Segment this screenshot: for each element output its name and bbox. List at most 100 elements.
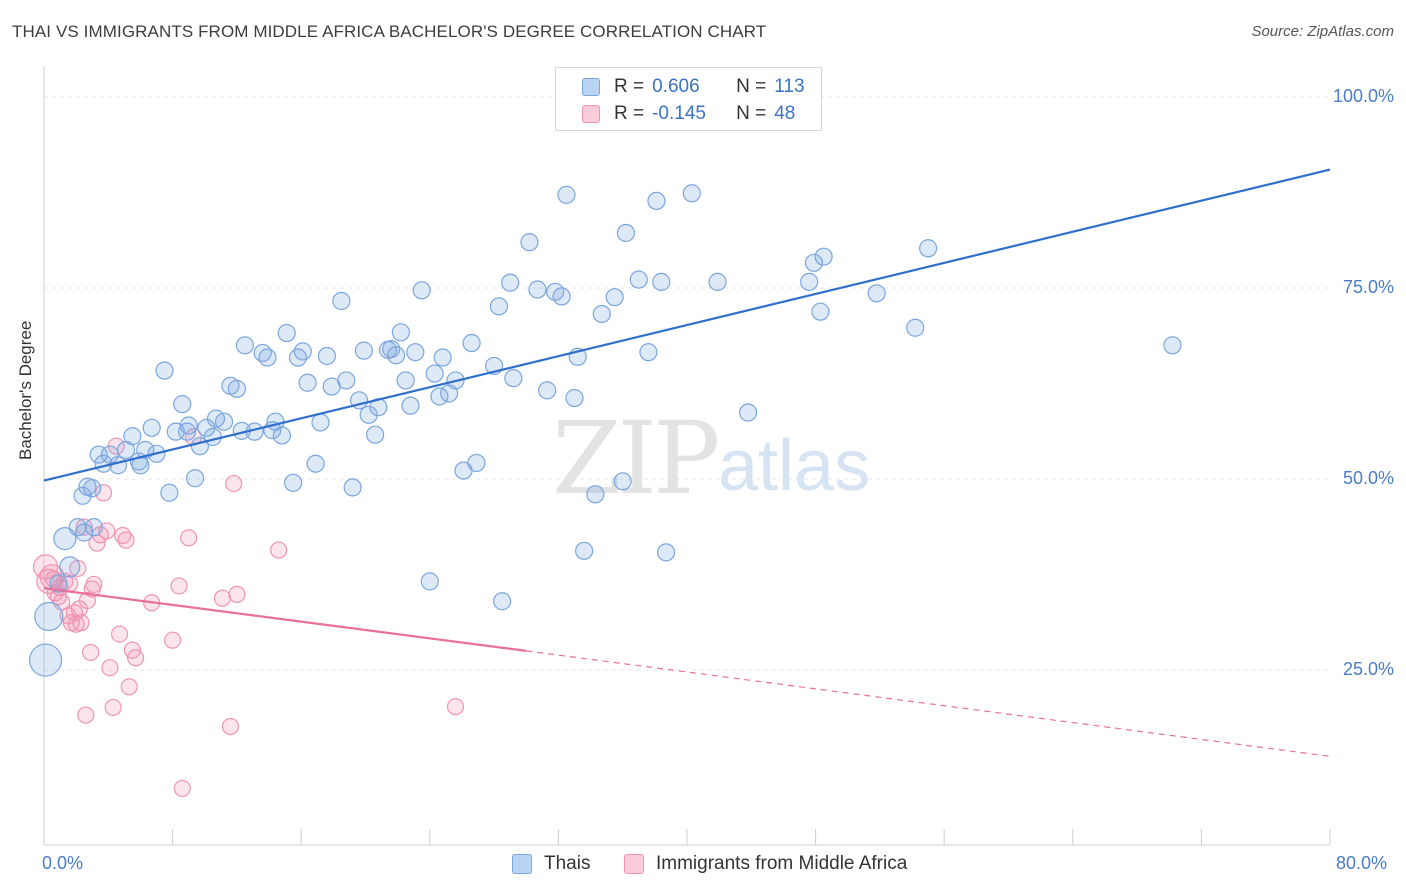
point-immigrants [221,717,240,736]
bottom-legend-swatch-blue [512,854,532,874]
point-thais [814,247,833,266]
point-thais [108,456,128,475]
point-thais [277,323,296,343]
point-immigrants [225,474,243,493]
point-thais [406,343,425,362]
bottom-legend-label: Thais [544,853,591,874]
point-thais [647,191,666,211]
point-thais [214,412,234,431]
y-tick-25: 25.0% [1342,659,1394,679]
point-thais [160,483,179,502]
point-immigrants [114,526,132,545]
point-immigrants [70,600,88,618]
point-immigrants [82,643,100,662]
point-immigrants [75,518,93,536]
point-immigrants [117,531,135,549]
point-thais [177,422,197,441]
point-thais [657,543,676,562]
point-thais [412,281,431,300]
point-thais [49,574,68,593]
trend-line-immigrants-extension [526,650,1331,757]
point-immigrants [446,698,465,716]
point-thais [75,523,94,542]
point-thais [34,601,64,632]
point-thais [386,346,406,365]
point-immigrants [67,615,85,633]
legend-n-label: N = [736,103,767,124]
x-tick-left: 0.0% [42,853,84,873]
trend-line-immigrants [43,587,527,652]
axes [43,66,1331,846]
point-thais [186,469,205,488]
point-thais [317,346,337,366]
legend-n-value: 48 [774,103,796,124]
bottom-legend-swatch-pink [624,854,644,874]
point-immigrants [94,484,113,502]
point-thais [401,396,420,415]
bottom-legend-label: Immigrants from Middle Africa [656,853,908,874]
trend-lines [43,168,1331,757]
point-thais [586,485,605,504]
point-immigrants [180,529,198,547]
point-thais [738,403,758,422]
point-immigrants [120,678,138,696]
legend-r-label: R = [614,76,645,97]
bottom-legend-immigrants: Immigrants from Middle Africa [624,851,907,877]
point-thais [616,223,636,243]
point-thais [538,381,557,400]
point-thais [425,364,444,383]
point-thais [682,184,701,203]
point-immigrants [123,641,142,659]
point-thais [179,416,198,435]
x-tick-right: 80.0% [1336,853,1388,873]
point-thais [504,369,523,388]
point-thais [391,323,410,342]
y-tick-75: 75.0% [1342,277,1394,297]
watermark-atlas: atlas [718,426,871,506]
series-thais-points [29,184,1182,677]
point-thais [804,253,824,272]
point-thais [84,518,103,537]
point-thais [605,288,624,307]
legend-row-thais: R = 0.606 N = 113 [556,73,805,101]
point-immigrants [270,541,288,559]
point-thais [123,427,142,446]
point-thais [906,318,925,337]
point-thais [73,486,92,505]
point-thais [366,425,385,444]
point-thais [396,371,415,390]
watermark-zip: ZIP [552,400,720,517]
point-thais [354,341,373,360]
point-thais [197,418,216,437]
point-thais [337,371,356,390]
legend: R = 0.606 N = 113 R = -0.145 N = 48 [555,67,822,131]
point-thais [613,472,632,491]
point-thais [332,291,351,311]
point-immigrants [164,631,182,649]
point-thais [528,280,547,299]
point-thais [288,348,308,367]
point-thais [919,239,938,258]
point-thais [1163,336,1182,355]
y-tick-100: 100.0% [1332,86,1394,106]
series-immigrants-points [33,428,465,798]
point-thais [359,405,378,424]
point-thais [173,395,192,414]
point-thais [493,592,512,611]
point-thais [592,304,611,324]
point-thais [575,541,594,560]
point-thais [552,287,571,306]
point-thais [811,302,830,321]
point-thais [272,426,292,445]
legend-n-label: N = [736,76,767,97]
point-thais [639,343,658,362]
chart-title: THAI VS IMMIGRANTS FROM MIDDLE AFRICA BA… [12,22,767,41]
point-thais [203,427,222,447]
point-immigrants [77,706,95,724]
point-thais [420,572,439,591]
point-thais [53,526,77,551]
point-thais [227,379,246,398]
point-thais [311,413,330,432]
legend-r-value: 0.606 [652,76,700,97]
legend-row-immigrants: R = -0.145 N = 48 [556,100,795,128]
